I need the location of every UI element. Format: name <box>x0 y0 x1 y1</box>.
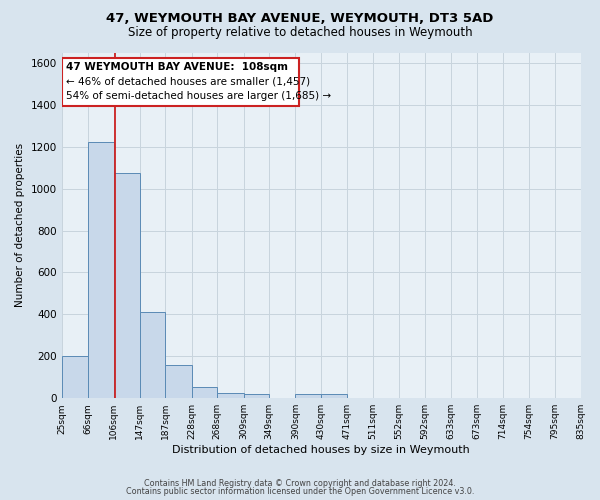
Bar <box>113 173 140 398</box>
Bar <box>244 394 269 398</box>
Bar <box>191 386 217 398</box>
Text: Contains public sector information licensed under the Open Government Licence v3: Contains public sector information licen… <box>126 487 474 496</box>
Text: Size of property relative to detached houses in Weymouth: Size of property relative to detached ho… <box>128 26 472 39</box>
Bar <box>295 394 321 398</box>
Text: ← 46% of detached houses are smaller (1,457): ← 46% of detached houses are smaller (1,… <box>65 76 310 86</box>
Text: Contains HM Land Registry data © Crown copyright and database right 2024.: Contains HM Land Registry data © Crown c… <box>144 478 456 488</box>
Bar <box>88 142 113 398</box>
Bar <box>217 393 244 398</box>
Bar <box>321 394 347 398</box>
Bar <box>62 356 88 398</box>
Y-axis label: Number of detached properties: Number of detached properties <box>15 144 25 308</box>
Text: 47, WEYMOUTH BAY AVENUE, WEYMOUTH, DT3 5AD: 47, WEYMOUTH BAY AVENUE, WEYMOUTH, DT3 5… <box>106 12 494 26</box>
Bar <box>166 364 191 398</box>
X-axis label: Distribution of detached houses by size in Weymouth: Distribution of detached houses by size … <box>172 445 470 455</box>
Text: 54% of semi-detached houses are larger (1,685) →: 54% of semi-detached houses are larger (… <box>65 91 331 101</box>
Text: 47 WEYMOUTH BAY AVENUE:  108sqm: 47 WEYMOUTH BAY AVENUE: 108sqm <box>65 62 287 72</box>
FancyBboxPatch shape <box>62 58 299 106</box>
Bar <box>140 312 166 398</box>
